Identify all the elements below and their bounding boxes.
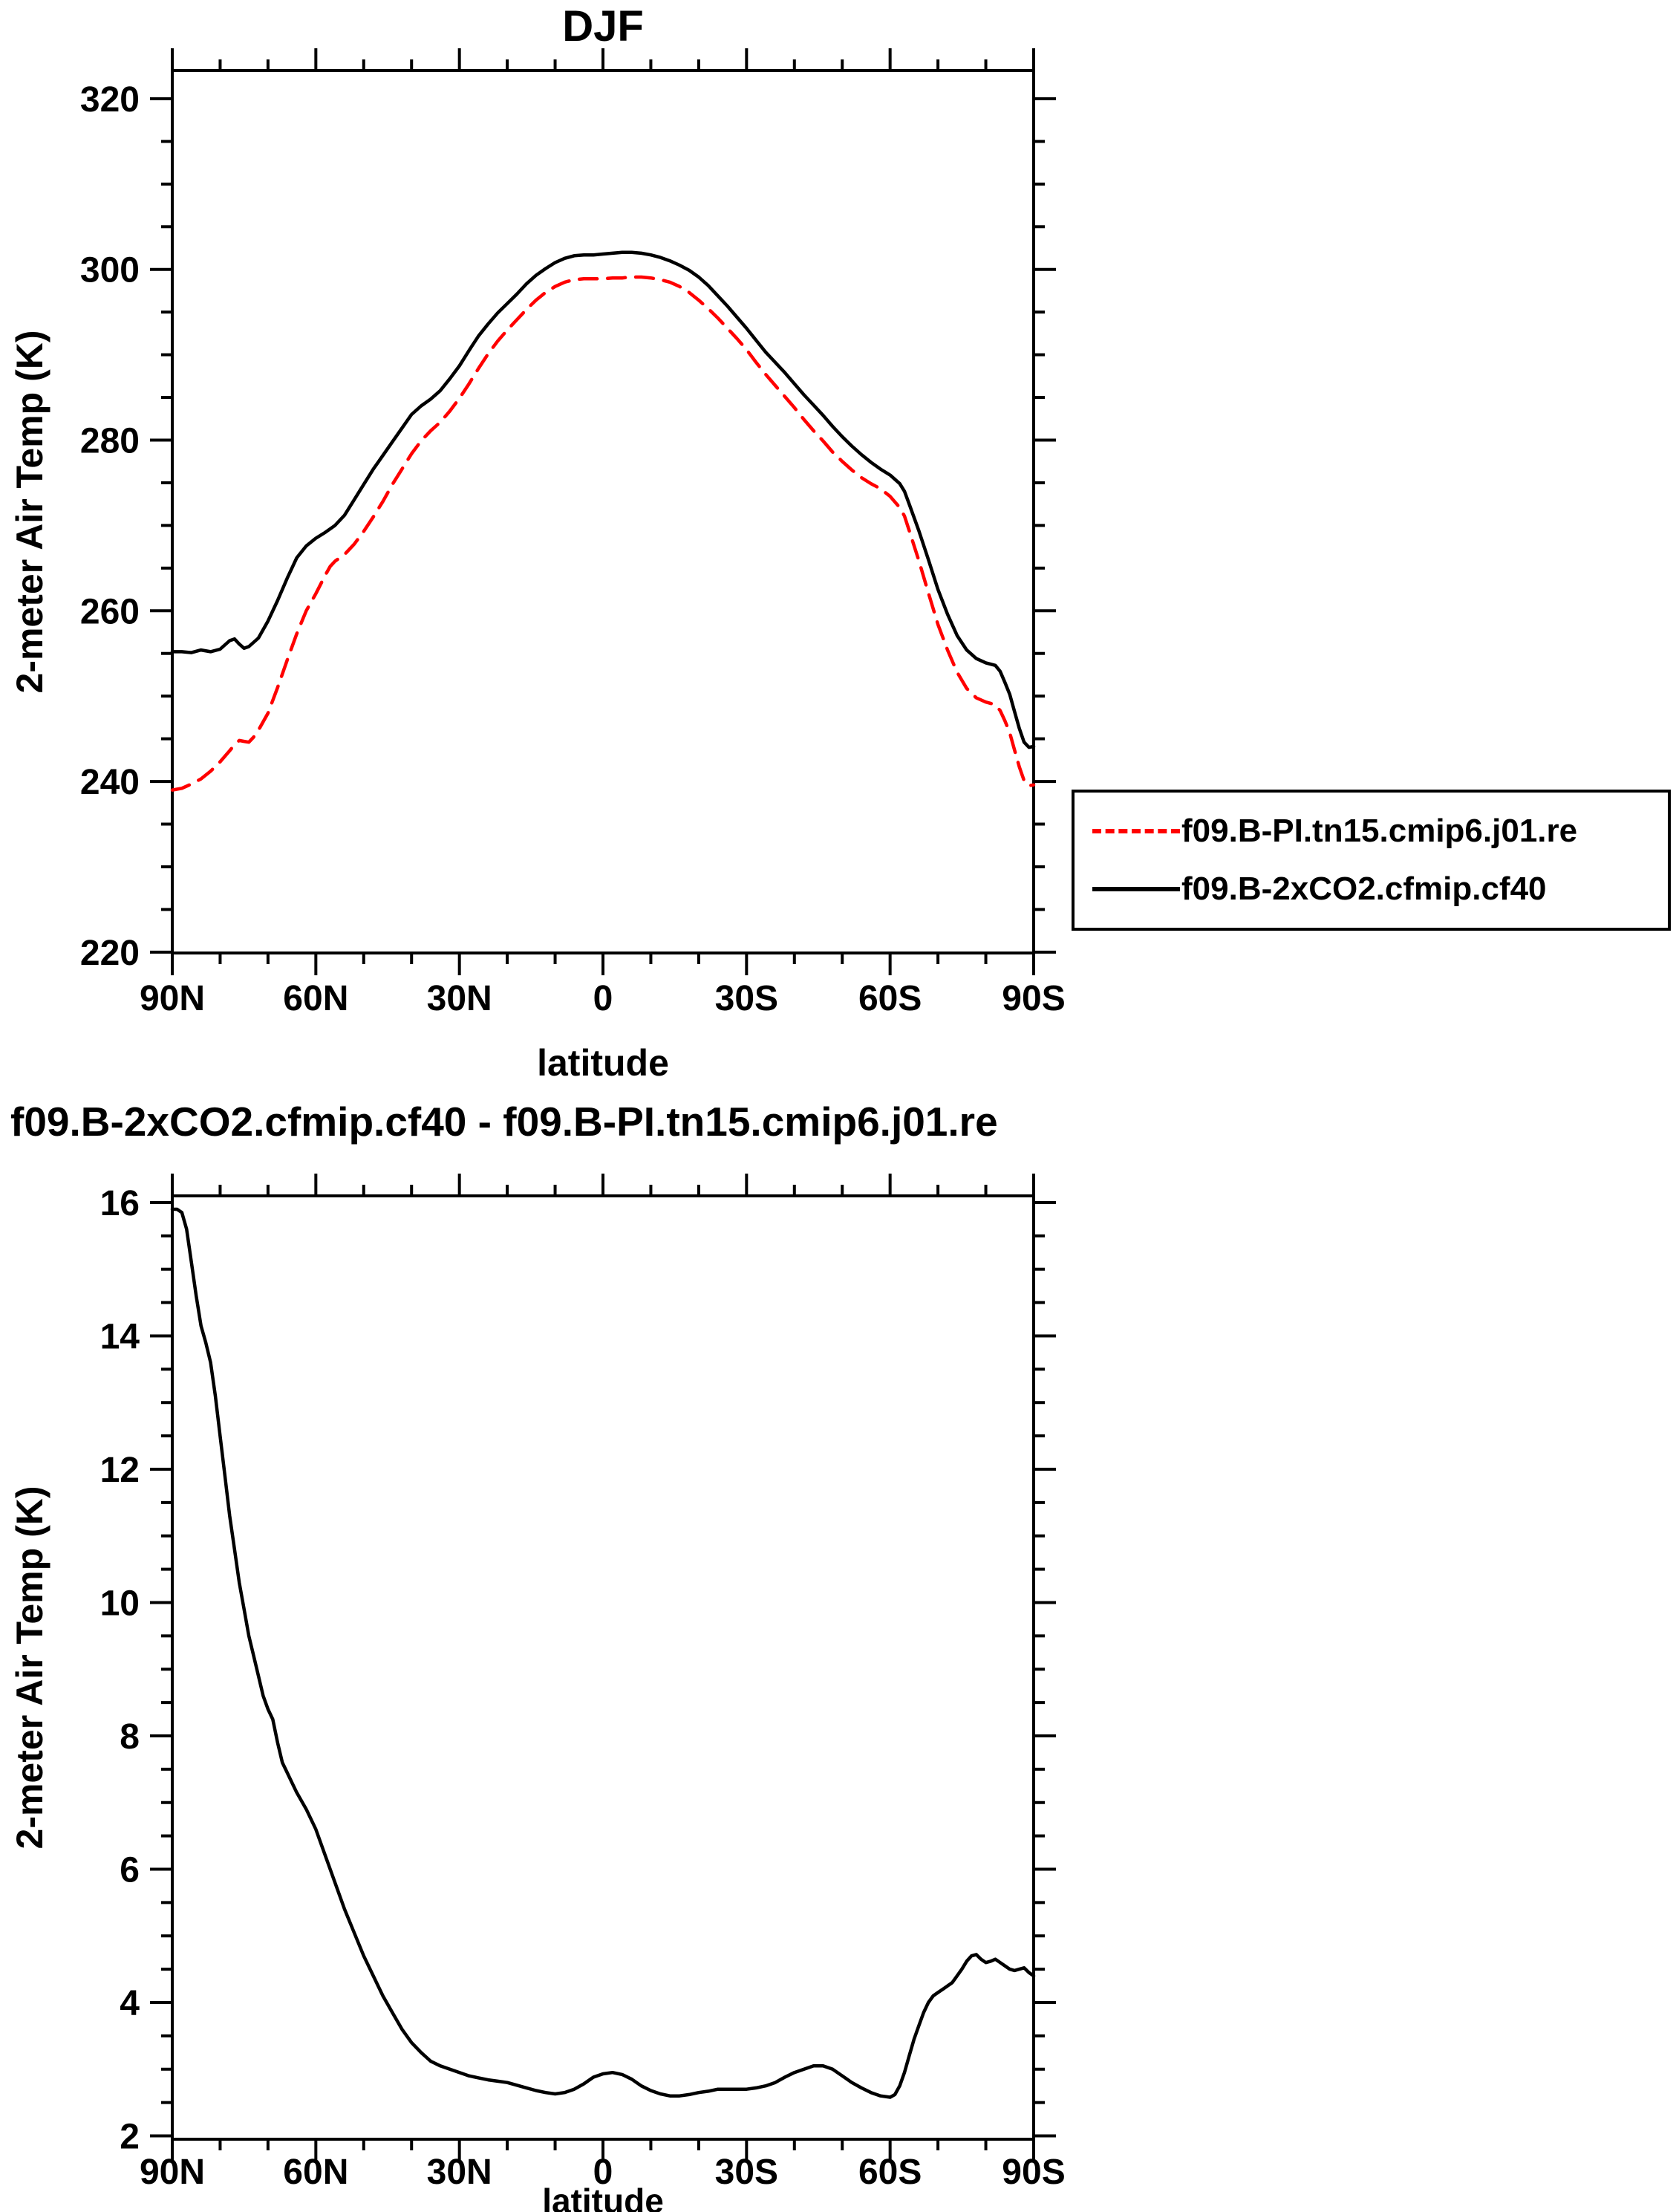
black-solid-line-swatch	[1092, 886, 1180, 891]
y-tick-label: 6	[120, 1851, 140, 1890]
x-tick-label: 0	[593, 979, 613, 1018]
series-line-red-dashed	[170, 275, 1036, 792]
difference-chart-x-axis-label: latitude	[542, 2182, 664, 2212]
y-tick-label: 320	[80, 80, 140, 120]
series-line-black-solid	[170, 1207, 1036, 2099]
y-tick-label: 10	[100, 1584, 140, 1623]
y-tick-label: 8	[120, 1717, 140, 1757]
top-chart-title: DJF	[562, 2, 644, 51]
y-tick-label: 2	[120, 2118, 140, 2157]
y-tick-label: 280	[80, 421, 140, 461]
y-tick-label: 16	[100, 1184, 140, 1223]
x-tick-label: 0	[593, 2153, 613, 2192]
x-tick-label: 30N	[427, 979, 492, 1018]
y-tick-label: 240	[80, 763, 140, 802]
y-tick-label: 12	[100, 1451, 140, 1490]
y-tick-label: 14	[100, 1317, 140, 1356]
x-tick-label: 90N	[140, 2153, 205, 2192]
x-tick-label: 60S	[858, 2153, 922, 2192]
x-tick-label: 90S	[1002, 2153, 1065, 2192]
legend-label-pi: f09.B-PI.tn15.cmip6.j01.re	[1181, 813, 1578, 850]
y-tick-label: 260	[80, 592, 140, 631]
legend-label-2xco2: f09.B-2xCO2.cfmip.cf40	[1181, 870, 1547, 907]
top-chart-y-axis-label: 2-meter Air Temp (K)	[9, 330, 50, 694]
plot-frame-difference	[171, 1194, 1035, 2141]
x-tick-label: 90S	[1002, 979, 1065, 1018]
x-tick-label: 90N	[140, 979, 205, 1018]
x-tick-label: 30N	[427, 2153, 492, 2192]
x-tick-label: 60S	[858, 979, 922, 1018]
x-tick-label: 30S	[715, 2153, 778, 2192]
legend-entry-2xco2: f09.B-2xCO2.cfmip.cf40	[1092, 871, 1668, 908]
legend-box: f09.B-PI.tn15.cmip6.j01.re f09.B-2xCO2.c…	[1072, 790, 1671, 931]
y-tick-label: 4	[120, 1984, 140, 2023]
difference-chart-y-axis-label: 2-meter Air Temp (K)	[9, 1486, 50, 1850]
y-tick-label: 300	[80, 251, 140, 290]
red-dashed-line-swatch	[1092, 829, 1180, 834]
x-tick-label: 30S	[715, 979, 778, 1018]
x-tick-label: 60N	[283, 979, 348, 1018]
series-line-black-solid	[170, 250, 1036, 749]
plot-frame-djf	[171, 69, 1035, 954]
y-tick-label: 220	[80, 934, 140, 973]
difference-chart-title: f09.B-2xCO2.cfmip.cf40 - f09.B-PI.tn15.c…	[10, 1099, 998, 1145]
x-tick-label: 60N	[283, 2153, 348, 2192]
legend-entry-pi: f09.B-PI.tn15.cmip6.j01.re	[1092, 813, 1668, 850]
top-chart-x-axis-label: latitude	[537, 1042, 669, 1084]
